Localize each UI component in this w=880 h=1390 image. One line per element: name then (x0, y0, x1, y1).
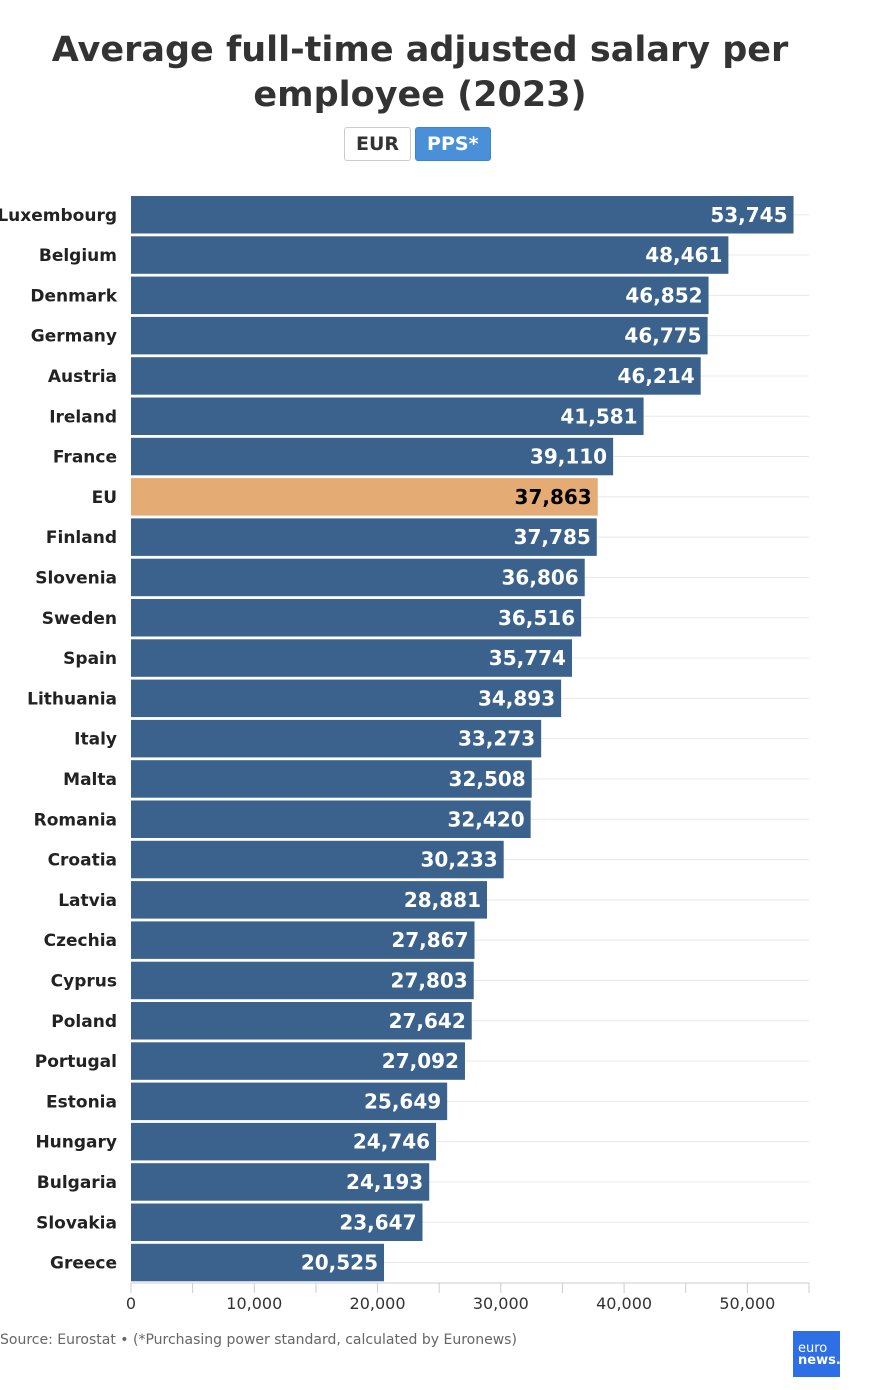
value-label: 30,233 (421, 848, 498, 872)
bar-romania (131, 800, 531, 838)
x-tick-label: 30,000 (473, 1294, 529, 1313)
bar-denmark (131, 276, 709, 315)
bar-finland (131, 518, 597, 556)
value-label: 35,774 (489, 646, 566, 670)
category-label: Estonia (46, 1092, 117, 1112)
bar-portugal (131, 1042, 465, 1080)
category-label: Italy (74, 730, 117, 750)
bar-lithuania (131, 679, 562, 718)
eur-button[interactable]: EUR (344, 127, 412, 161)
bar-belgium (131, 236, 729, 274)
value-label: 24,746 (353, 1130, 430, 1154)
category-label: Slovakia (36, 1213, 117, 1233)
bar-malta (131, 760, 532, 798)
value-label: 48,461 (645, 243, 722, 267)
value-label: 32,508 (449, 767, 526, 791)
bar-croatia (131, 840, 504, 879)
value-label: 20,525 (301, 1251, 378, 1275)
category-label: Luxembourg (0, 206, 117, 226)
bar-greece (131, 1243, 385, 1282)
value-label: 36,516 (498, 606, 575, 630)
category-label: Denmark (30, 286, 117, 306)
value-label: 24,193 (346, 1170, 423, 1194)
bar-slovakia (131, 1203, 423, 1241)
bar-slovenia (131, 558, 585, 597)
bar-cyprus (131, 961, 474, 1000)
bar-czechia (131, 921, 475, 959)
bar-bulgaria (131, 1163, 430, 1201)
bar-spain (131, 639, 572, 677)
category-label: Hungary (35, 1133, 117, 1153)
x-tick-label: 10,000 (226, 1294, 282, 1313)
x-tick-label: 20,000 (350, 1294, 406, 1313)
currency-toggle: EUR PPS* (344, 127, 491, 161)
category-label: Greece (50, 1254, 117, 1274)
value-label: 53,745 (710, 203, 787, 227)
category-label: Belgium (39, 246, 117, 266)
bar-italy (131, 719, 542, 758)
category-label: Poland (51, 1012, 117, 1032)
category-label: Croatia (48, 851, 117, 871)
value-label: 25,649 (364, 1089, 441, 1113)
category-label: Slovenia (35, 568, 117, 588)
category-label: Spain (63, 649, 117, 669)
bar-hungary (131, 1122, 437, 1161)
value-label: 46,214 (618, 364, 695, 388)
value-label: 41,581 (560, 404, 637, 428)
x-tick-label: 40,000 (596, 1294, 652, 1313)
value-label: 34,893 (478, 686, 555, 710)
euronews-logo: euro news. (793, 1331, 841, 1377)
chart-title: Average full-time adjusted salary per em… (51, 30, 789, 115)
bar-sweden (131, 599, 582, 637)
value-label: 39,110 (530, 445, 607, 469)
value-label: 46,775 (624, 324, 701, 348)
value-label: 28,881 (404, 888, 481, 912)
category-label: Bulgaria (37, 1173, 117, 1193)
value-label: 36,806 (502, 565, 579, 589)
logo-text: news. (798, 1353, 841, 1368)
pps-button[interactable]: PPS* (415, 127, 491, 161)
category-label: Sweden (42, 609, 117, 629)
category-label: Malta (63, 770, 117, 790)
x-tick-label: 50,000 (719, 1294, 775, 1313)
value-label: 46,852 (625, 283, 702, 307)
category-label: Germany (31, 327, 117, 347)
category-label: Czechia (44, 931, 117, 951)
bar-eu (131, 478, 598, 516)
bar-ireland (131, 397, 644, 435)
value-label: 27,803 (391, 968, 468, 992)
bar-france (131, 437, 614, 476)
logo-text: euro (798, 1341, 828, 1356)
value-label: 27,642 (389, 1009, 466, 1033)
bar-chart: Luxembourg 53,745 Belgium 48,461 Denmark 46,8… (0, 196, 810, 1313)
value-label: 23,647 (339, 1210, 416, 1234)
category-label: Romania (34, 810, 117, 830)
value-label: 27,867 (391, 928, 468, 952)
category-label: Portugal (35, 1052, 117, 1072)
bar-germany (131, 316, 708, 355)
bar-poland (131, 1002, 472, 1040)
category-label: Cyprus (51, 971, 117, 991)
value-label: 37,785 (514, 525, 591, 549)
category-label: EU (92, 488, 117, 508)
category-label: France (53, 448, 117, 468)
bar-luxembourg (131, 196, 794, 234)
value-label: 33,273 (458, 727, 535, 751)
value-label: 37,863 (515, 485, 592, 509)
bar-estonia (131, 1082, 448, 1121)
x-tick-label: 0 (126, 1294, 136, 1313)
category-label: Lithuania (27, 689, 117, 709)
value-label: 32,420 (447, 807, 524, 831)
category-label: Ireland (49, 407, 117, 427)
category-label: Austria (48, 367, 117, 387)
bar-latvia (131, 881, 488, 919)
bar-austria (131, 357, 701, 395)
source-note: Source: Eurostat • (*Purchasing power st… (0, 1332, 517, 1348)
value-label: 27,092 (382, 1049, 459, 1073)
category-label: Latvia (58, 891, 117, 911)
category-label: Finland (46, 528, 117, 548)
